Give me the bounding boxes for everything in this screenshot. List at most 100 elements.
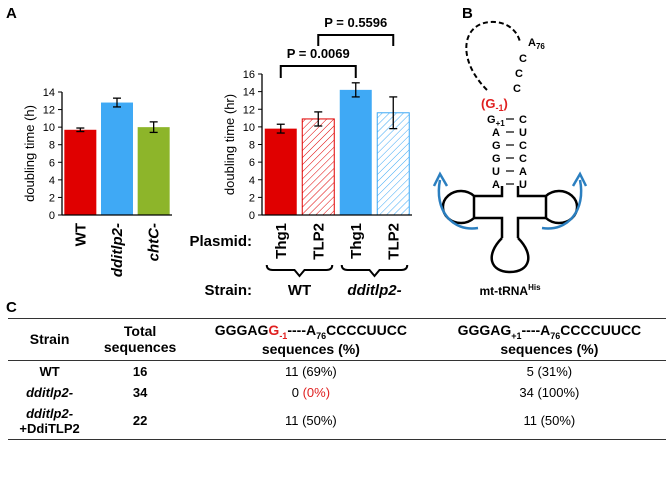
y-tick-label: 6 bbox=[249, 157, 255, 169]
text: sequences (%) bbox=[500, 340, 599, 357]
y-tick-label: 6 bbox=[49, 157, 55, 169]
error-bar bbox=[314, 111, 323, 127]
panel-label: B bbox=[462, 5, 473, 22]
x-tick-label: dditlp2- bbox=[109, 223, 126, 277]
base: G+1 bbox=[487, 114, 505, 128]
bar bbox=[64, 129, 97, 215]
y-tick-label: 10 bbox=[243, 122, 255, 134]
table-cell: 22 bbox=[132, 413, 148, 429]
header-cell: GGGAGG-1----A76CCCCUUCC sequences (%) bbox=[189, 319, 433, 361]
y-tick-label: 2 bbox=[249, 192, 255, 204]
y-tick-label: 4 bbox=[249, 175, 255, 187]
text: +DdiTLP2 bbox=[19, 420, 80, 436]
table-cell: 16 bbox=[132, 363, 148, 379]
base: A bbox=[492, 179, 500, 191]
base: C bbox=[519, 53, 527, 65]
table-row: dditlp2- +DdiTLP2 22 11 (50%) 11 (50%) bbox=[8, 403, 666, 440]
y-tick-label: 8 bbox=[249, 140, 255, 152]
arrowhead bbox=[571, 171, 588, 187]
base: C bbox=[513, 83, 521, 95]
text: Total bbox=[123, 323, 157, 340]
x-tick-label: TLP2 bbox=[385, 223, 402, 260]
base: C bbox=[515, 68, 523, 80]
header-cell: Strain bbox=[29, 331, 70, 348]
base: U bbox=[492, 166, 500, 178]
text: (0%) bbox=[302, 384, 331, 400]
table-cell: 5 (31%) bbox=[526, 363, 573, 379]
y-tick-label: 2 bbox=[49, 192, 55, 204]
base: C bbox=[519, 153, 527, 165]
text: dditlp2- bbox=[26, 384, 74, 400]
anticodon-loop bbox=[490, 237, 530, 274]
x-tick-label: Thg1 bbox=[273, 223, 290, 259]
strain-cell: dditlp2- +DdiTLP2 bbox=[8, 403, 91, 440]
text: dditlp2- bbox=[26, 405, 74, 421]
base: U bbox=[519, 127, 527, 139]
trna-name: mt-tRNAHis bbox=[479, 283, 541, 298]
text: ----A bbox=[287, 322, 317, 338]
panel-label: C bbox=[6, 299, 17, 316]
y-tick-label: 10 bbox=[43, 122, 55, 134]
text: sequences bbox=[103, 339, 177, 356]
table-cell: 11 (50%) bbox=[523, 413, 576, 429]
significance-bracket bbox=[279, 65, 357, 78]
text: GGGAG bbox=[214, 322, 269, 338]
table-cell: 34 bbox=[132, 384, 148, 400]
error-bar bbox=[113, 97, 121, 108]
y-tick-label: 4 bbox=[49, 175, 55, 187]
bar bbox=[264, 128, 297, 215]
table-cell: 11 (50%) bbox=[189, 403, 433, 440]
y-tick-label: 14 bbox=[243, 87, 255, 99]
base: C bbox=[519, 114, 527, 126]
bar bbox=[101, 102, 133, 215]
text: 0 bbox=[291, 384, 299, 400]
text: CCCCUUCC bbox=[560, 322, 642, 338]
subscript: 76 bbox=[550, 330, 561, 341]
header-cell: Total sequences bbox=[91, 319, 189, 361]
x-tick-label: Thg1 bbox=[348, 223, 365, 259]
base: A bbox=[492, 127, 500, 139]
text: G bbox=[268, 322, 280, 338]
base: A bbox=[528, 37, 536, 49]
p-value: P = 0.5596 bbox=[324, 15, 387, 30]
row-label: Plasmid: bbox=[189, 233, 252, 250]
error-bar bbox=[351, 82, 360, 98]
arrow bbox=[437, 179, 479, 230]
table-cell: 0 (0%) bbox=[189, 382, 433, 403]
stem: G+1 CA UG CG CU AA U bbox=[487, 114, 527, 191]
dashed-strand bbox=[465, 20, 521, 91]
table-cell: 34 (100%) bbox=[519, 384, 580, 400]
bar bbox=[376, 112, 410, 216]
error-bar bbox=[149, 121, 158, 134]
bar bbox=[339, 89, 372, 215]
table-row: WT 16 11 (69%) 5 (31%) bbox=[8, 360, 666, 382]
text: WT bbox=[39, 363, 60, 379]
y-tick-label: 14 bbox=[43, 87, 55, 99]
sequence-table: Strain Total sequences GGGAGG-1----A76CCC… bbox=[8, 318, 666, 440]
row-label: Strain: bbox=[204, 282, 252, 299]
base: G bbox=[492, 140, 501, 152]
superscript: His bbox=[528, 283, 541, 292]
header-cell: GGGAG+1----A76CCCCUUCC sequences (%) bbox=[433, 319, 666, 361]
subscript: -1 bbox=[279, 330, 288, 341]
base: U bbox=[519, 179, 527, 191]
subscript: -1 bbox=[495, 103, 503, 113]
strain-cell: dditlp2- bbox=[8, 382, 91, 403]
text: sequences (%) bbox=[261, 340, 360, 357]
y-tick-label: 0 bbox=[249, 210, 255, 222]
base: A76 bbox=[528, 37, 545, 51]
group-bracket bbox=[340, 264, 409, 278]
group-label: dditlp2- bbox=[347, 282, 401, 299]
y-axis-label: doubling time (h) bbox=[22, 105, 37, 202]
bar bbox=[137, 127, 170, 215]
error-bar bbox=[76, 127, 85, 133]
table-row: dditlp2- 34 0 (0%) 34 (100%) bbox=[8, 382, 666, 403]
header-row: Strain Total sequences GGGAGG-1----A76CCC… bbox=[8, 318, 666, 361]
subscript: +1 bbox=[511, 330, 522, 341]
x-tick-label: chtC- bbox=[146, 223, 163, 261]
arrow bbox=[541, 179, 583, 230]
base: (G bbox=[481, 96, 495, 111]
arrowhead bbox=[432, 171, 449, 187]
bracket: ) bbox=[503, 96, 507, 111]
text: GGGAG bbox=[457, 322, 512, 338]
